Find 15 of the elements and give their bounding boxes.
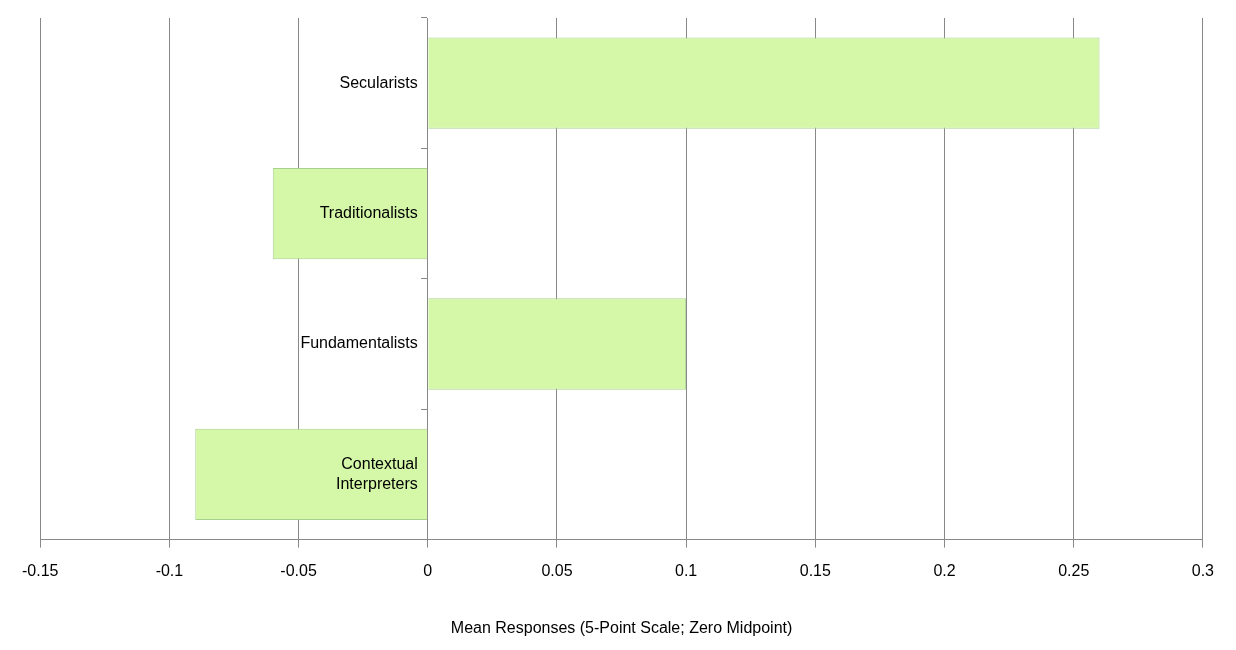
x-tick-label: -0.1 [155,561,184,579]
x-tick-label: -0.15 [22,561,59,579]
x-axis-title: Mean Responses (5-Point Scale; Zero Midpoint) [450,618,793,636]
x-tick-label: 0.05 [541,561,573,579]
x-tick-label: 0.2 [933,561,956,579]
y-tick-label: Fundamentalists [300,334,418,352]
y-tick-label: Contextual Interpreters [335,454,418,492]
x-tick-label: 0.3 [1191,561,1215,579]
x-tick-label: 0.15 [799,561,831,579]
x-tick-label: 0.1 [675,561,698,579]
x-tick-label: 0.25 [1058,561,1090,579]
y-tick-label: Secularists [339,73,418,91]
y-tick-label: Traditionalists [319,204,418,222]
x-tick-label: 0 [423,561,433,579]
x-tick-label: -0.05 [280,561,317,579]
